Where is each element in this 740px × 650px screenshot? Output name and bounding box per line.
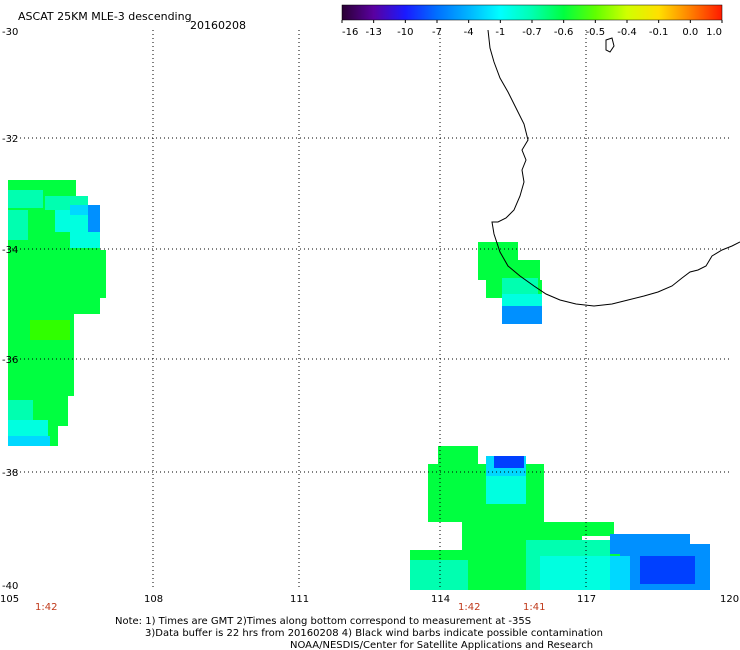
lon-label: 111 <box>290 594 309 605</box>
pass-time: 1:41 <box>523 602 545 613</box>
color-scale-label: -13 <box>365 27 381 38</box>
color-scale-label: -0.7 <box>522 27 542 38</box>
color-scale-label: -1 <box>495 27 505 38</box>
lat-label: -40 <box>2 581 18 592</box>
lat-label: -30 <box>2 27 18 38</box>
note-line-1: Note: 1) Times are GMT 2)Times along bot… <box>115 616 531 627</box>
map-title: ASCAT 25KM MLE-3 descending <box>18 10 192 23</box>
graticule-lines <box>8 30 732 590</box>
swath-near-coast <box>478 242 542 324</box>
lat-label: -38 <box>2 468 18 479</box>
color-scale-label: -0.5 <box>586 27 606 38</box>
lat-labels: -30 -32 -34 -36 -38 -40 <box>2 27 18 592</box>
footnotes: Note: 1) Times are GMT 2)Times along bot… <box>115 616 603 650</box>
pass-times: 1:42 1:42 1:41 <box>35 602 545 613</box>
color-scale-label: -7 <box>432 27 442 38</box>
color-scale-label: -0.4 <box>617 27 637 38</box>
color-scale-labels: -16 -13 -10 -7 -4 -1 -0.7 -0.6 -0.5 -0.4 -0.1 0.0 1.… <box>342 27 722 38</box>
coastline-outline <box>487 29 740 307</box>
map-date: 20160208 <box>190 19 246 32</box>
lat-label: -36 <box>2 355 18 366</box>
color-scale-bar <box>341 4 723 23</box>
color-scale-label: 0.0 <box>682 27 698 38</box>
color-scale-label: -16 <box>342 27 358 38</box>
color-scale-label: -10 <box>397 27 413 38</box>
color-scale-label: -0.1 <box>649 27 669 38</box>
lon-label: 105 <box>0 594 19 605</box>
color-scale-label: -0.6 <box>554 27 574 38</box>
color-scale-label: -4 <box>464 27 474 38</box>
lon-labels: 105 108 111 114 117 120 <box>0 594 739 605</box>
lon-label: 108 <box>144 594 163 605</box>
lat-label: -34 <box>2 245 18 256</box>
lon-label: 117 <box>577 594 596 605</box>
coast-island <box>605 37 615 53</box>
note-line-2: 3)Data buffer is 22 hrs from 20160208 4)… <box>145 628 603 639</box>
pass-time: 1:42 <box>458 602 480 613</box>
color-scale-gradient <box>341 4 723 21</box>
pass-time: 1:42 <box>35 602 57 613</box>
swath-right <box>410 446 710 590</box>
note-line-3: NOAA/NESDIS/Center for Satellite Applica… <box>290 640 593 650</box>
lat-label: -32 <box>2 134 18 145</box>
swath-left <box>8 180 106 446</box>
lon-label: 120 <box>720 594 739 605</box>
lon-label: 114 <box>431 594 450 605</box>
color-scale-label: 1.0 <box>706 27 722 38</box>
